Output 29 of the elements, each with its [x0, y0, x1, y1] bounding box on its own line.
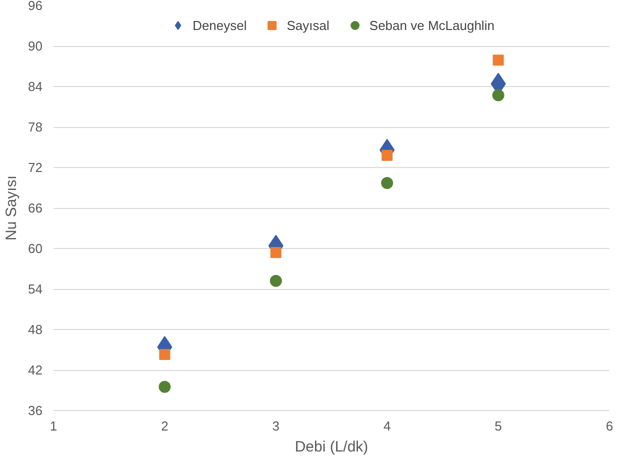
- y-tick-label: 72: [28, 160, 43, 175]
- y-tick-label: 78: [28, 120, 43, 134]
- legend-label: Sayısal: [286, 18, 330, 32]
- y-tick-label: 66: [28, 200, 43, 216]
- point: [381, 177, 394, 190]
- x-tick-label: 2: [161, 418, 168, 434]
- point: [492, 54, 504, 66]
- y-tick-label: 96: [28, 0, 43, 13]
- point: [492, 89, 504, 102]
- x-tick-label: 3: [272, 418, 280, 434]
- point: [270, 274, 282, 287]
- y-tick-label: 84: [28, 79, 43, 94]
- point: [158, 380, 171, 393]
- x-axis-title: Debi (L/dk): [294, 438, 368, 456]
- y-tick-label: 54: [28, 282, 43, 296]
- point: [270, 247, 282, 258]
- y-axis-title: Nu Sayısı: [3, 175, 20, 241]
- y-tick-label: 90: [28, 38, 43, 54]
- y-tick-label: 36: [28, 403, 43, 418]
- y-tick-label: 48: [28, 322, 43, 337]
- x-tick-label: 1: [50, 418, 58, 434]
- legend-label: Deneysel: [192, 18, 247, 32]
- x-tick-label: 6: [606, 418, 614, 434]
- x-tick-label: 5: [494, 418, 502, 434]
- y-tick-label: 42: [28, 362, 43, 378]
- y-tick-label: 60: [28, 241, 43, 256]
- legend-label: Seban ve McLaughlin: [369, 18, 494, 32]
- x-tick-label: 4: [383, 418, 391, 434]
- point: [159, 348, 170, 360]
